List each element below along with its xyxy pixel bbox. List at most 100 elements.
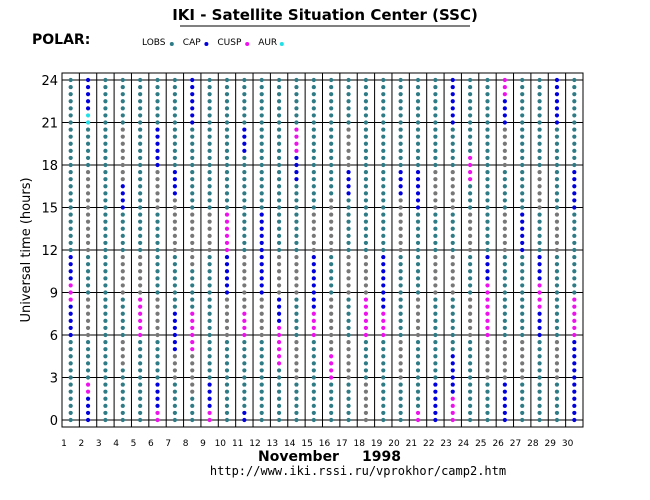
point-day21-lobs [415,226,421,231]
point-day23-lobs [450,141,455,146]
point-day12-lobs [259,120,264,125]
point-day11-lobs [242,375,247,380]
point-day23-lobs [450,162,455,168]
point-day3-lobs [103,162,108,168]
point-day18-lobs [363,226,369,231]
point-day7-cap [172,184,177,189]
point-day1-lobs [68,347,73,352]
point-day6-other [155,191,160,196]
point-day28-lobs [537,368,542,373]
point-day12-cap [259,219,264,224]
point-day27-lobs [520,162,525,168]
point-day19-lobs [381,226,386,231]
point-day27-lobs [520,262,525,267]
point-day3-lobs [103,240,108,246]
point-day24-lobs [468,127,473,132]
point-day21-lobs [415,389,421,394]
point-day12-lobs [259,134,264,139]
point-day19-lobs [381,169,386,175]
point-day4-other [120,276,125,281]
point-day25-lobs [485,240,490,246]
point-day19-lobs [381,184,386,189]
point-day29-lobs [554,332,560,338]
point-day18-lobs [363,233,369,238]
point-day10-cusp [224,212,230,217]
point-day12-lobs [259,84,264,90]
point-day5-lobs [138,247,143,253]
point-day1-lobs [68,106,73,111]
point-day8-other [190,375,195,380]
point-day25-lobs [485,177,490,182]
point-day14-lobs [294,184,299,189]
point-day9-lobs [207,113,212,118]
point-day21-other [415,304,421,309]
point-day23-lobs [450,240,455,246]
point-day20-lobs [398,77,403,83]
point-day2-lobs [85,290,91,295]
x-tick-24: 24 [458,439,470,449]
point-day29-other [554,339,560,345]
point-day17-other [346,155,351,161]
point-day13-lobs [276,410,282,416]
point-day22-lobs [433,311,438,316]
point-day23-cap [450,375,455,380]
point-day29-lobs [554,304,560,309]
point-day21-lobs [415,290,421,295]
point-day25-lobs [485,106,490,111]
point-day18-lobs [363,148,369,153]
point-day23-lobs [450,134,455,139]
point-day24-lobs [468,396,473,401]
point-day29-lobs [554,162,560,168]
point-day18-lobs [363,191,369,196]
point-day13-lobs [276,99,282,104]
point-day23-cap [450,84,455,90]
point-day20-other [398,361,403,366]
point-day17-lobs [346,325,351,331]
point-day29-lobs [554,134,560,139]
point-day10-lobs [224,148,230,153]
point-day22-other [433,198,438,203]
point-day23-lobs [450,332,455,338]
x-axis-year: 1998 [362,449,401,465]
source-url: http://www.iki.rssi.ru/vprokhor/camp2.ht… [210,464,506,478]
point-day30-cap [572,417,577,423]
point-day8-lobs [190,269,195,274]
point-day28-cusp [537,290,542,295]
point-day14-lobs [294,212,299,217]
point-day12-lobs [259,396,264,401]
point-day4-lobs [120,226,125,231]
point-day14-other [294,269,299,274]
point-day15-cusp [311,318,316,323]
point-day2-cusp [85,389,91,394]
point-day5-lobs [138,169,143,175]
point-day2-other [85,226,91,231]
point-day1-lobs [68,417,73,423]
point-day2-other [85,240,91,246]
point-day24-lobs [468,77,473,83]
point-day11-lobs [242,113,247,118]
point-day28-lobs [537,77,542,83]
point-day23-cusp [450,410,455,416]
point-day28-cap [537,311,542,316]
point-day18-cusp [363,332,369,338]
point-day21-cap [415,205,421,210]
point-day9-other [207,212,212,217]
point-day1-lobs [68,226,73,231]
point-day26-cap [502,396,507,401]
point-day13-other [276,262,282,267]
point-day13-lobs [276,233,282,238]
point-day15-cap [311,269,316,274]
point-day17-lobs [346,99,351,104]
point-day13-cusp [276,339,282,345]
point-day11-cusp [242,325,247,331]
point-day15-lobs [311,347,316,352]
point-day14-lobs [294,233,299,238]
point-day29-other [554,368,560,373]
point-day29-lobs [554,283,560,288]
point-day8-lobs [190,148,195,153]
point-day10-lobs [224,106,230,111]
point-day19-cusp [381,318,386,323]
point-day29-cap [554,99,560,104]
point-day7-lobs [172,113,177,118]
point-day24-cusp [468,155,473,161]
